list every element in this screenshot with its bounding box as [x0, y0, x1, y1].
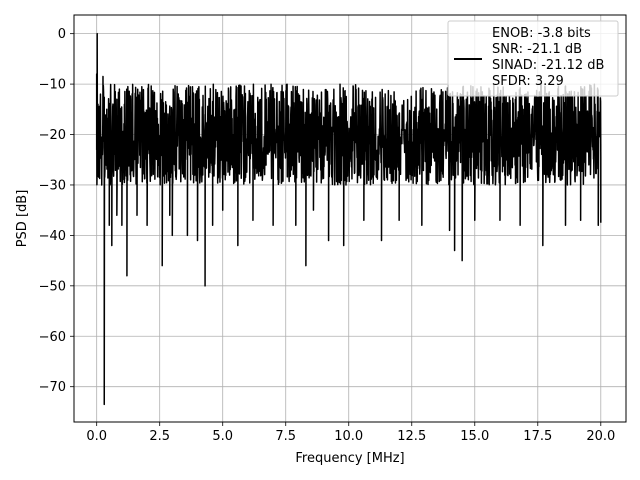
legend-entry-sfdr: SFDR: 3.29 [492, 74, 564, 89]
y-tick-label: 0 [58, 27, 66, 42]
legend-box [447, 20, 619, 97]
y-tick-label: −40 [39, 229, 66, 244]
legend-entry-enob: ENOB: -3.8 bits [492, 26, 591, 41]
legend: ENOB: -3.8 bits SNR: -21.1 dB SINAD: -21… [447, 20, 619, 97]
x-tick-label: 0.0 [86, 429, 107, 444]
x-tick-label: 5.0 [212, 429, 233, 444]
x-axis-label: Frequency [MHz] [295, 451, 404, 466]
x-tick-label: 10.0 [334, 429, 363, 444]
psd-series-line [95, 32, 602, 406]
axis-ticks: 0.0 2.5 5.0 7.5 10.0 12.5 15.0 17.5 20.0 0 −10 −20 −… [39, 27, 616, 444]
y-tick-label: −30 [39, 178, 66, 193]
x-tick-label: 20.0 [586, 429, 615, 444]
series-layer [95, 32, 602, 406]
x-tick-label: 17.5 [523, 429, 552, 444]
y-tick-label: −10 [39, 78, 66, 93]
legend-entry-snr: SNR: -21.1 dB [492, 42, 582, 57]
y-tick-label: −20 [39, 128, 66, 143]
y-axis-label: PSD [dB] [15, 190, 30, 248]
x-tick-label: 2.5 [149, 429, 170, 444]
x-tick-label: 7.5 [275, 429, 296, 444]
plot-frame [73, 14, 627, 423]
y-tick-label: −50 [39, 279, 66, 294]
x-tick-label: 12.5 [397, 429, 426, 444]
y-tick-label: −70 [39, 380, 66, 395]
y-tick-label: −60 [39, 330, 66, 345]
legend-entry-sinad: SINAD: -21.12 dB [492, 58, 604, 73]
x-tick-label: 15.0 [460, 429, 489, 444]
plot-area [95, 32, 602, 406]
